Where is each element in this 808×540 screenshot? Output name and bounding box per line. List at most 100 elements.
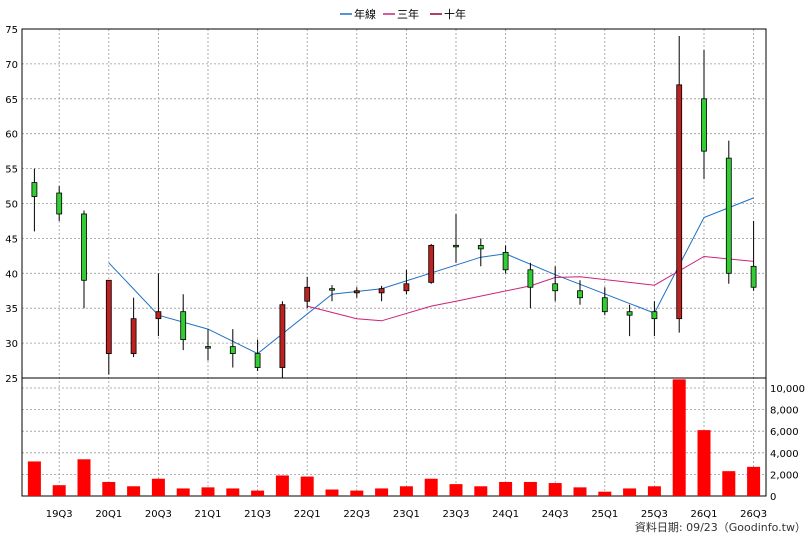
candle-body <box>552 283 559 292</box>
candle-body <box>105 279 112 354</box>
volume-bar <box>375 488 389 496</box>
candle-body <box>378 288 385 294</box>
volume-bar <box>523 481 537 496</box>
volume-bar <box>27 461 41 496</box>
volume-bar <box>350 490 364 496</box>
price-tick-label: 40 <box>5 269 18 280</box>
volume-bar <box>747 466 761 496</box>
volume-tick-label: 0 <box>770 492 776 503</box>
candle-body <box>329 288 335 291</box>
volume-bar <box>275 475 289 496</box>
candle-body <box>701 98 707 152</box>
x-tick-label: 22Q3 <box>343 509 370 520</box>
candle-body <box>626 311 633 316</box>
candle-body <box>229 346 236 354</box>
axes: 25 30 35 40 45 50 55 60 65 70 75 0 2,000 4,000 6,000 8,… <box>5 25 805 520</box>
volume-bar <box>77 459 91 496</box>
x-tick-label: 26Q3 <box>740 509 767 520</box>
x-tick-label: 25Q1 <box>591 509 618 520</box>
candle-body <box>81 213 87 281</box>
price-tick-label: 25 <box>5 374 18 385</box>
volume-bar <box>127 486 141 496</box>
volume-bar <box>573 487 587 496</box>
volume-panel-frame <box>21 377 767 497</box>
candle-body <box>304 286 311 302</box>
x-tick-label: 24Q1 <box>492 509 519 520</box>
candle-body <box>477 244 484 250</box>
price-tick-label: 65 <box>5 95 18 106</box>
legend-label: 十年 <box>444 7 466 21</box>
price-tick-label: 35 <box>5 304 18 315</box>
volume-tick-label: 2,000 <box>770 470 799 481</box>
candle-body <box>205 346 211 349</box>
candle-body <box>601 297 608 313</box>
volume-bar <box>176 488 190 496</box>
volume-bar <box>598 491 612 496</box>
volume-tick-label: 6,000 <box>770 427 799 438</box>
candle-body <box>279 304 286 368</box>
volume-bars <box>27 379 761 496</box>
x-tick-label: 23Q3 <box>443 509 470 520</box>
volume-bar <box>672 379 686 496</box>
price-tick-label: 70 <box>5 60 18 71</box>
chart-frames <box>21 28 767 497</box>
candle-body <box>651 311 658 320</box>
candle-body <box>353 290 360 294</box>
candle-body <box>180 311 187 341</box>
candle-body <box>155 311 162 320</box>
volume-bar <box>226 488 240 496</box>
volume-bar <box>697 430 711 496</box>
volume-bar <box>474 486 488 496</box>
volume-bar <box>251 490 265 496</box>
volume-bar <box>449 484 463 496</box>
candle-body <box>725 157 732 274</box>
candle-body <box>527 269 534 288</box>
candle-body <box>428 244 435 283</box>
volume-bar <box>399 486 413 496</box>
x-tick-label: 24Q3 <box>542 509 569 520</box>
volume-bar <box>722 471 736 496</box>
volume-tick-label: 4,000 <box>770 449 799 460</box>
legend-label: 年線 <box>354 7 376 21</box>
candle-body <box>130 318 137 354</box>
candle-body <box>502 251 509 271</box>
x-tick-label: 20Q1 <box>95 509 122 520</box>
volume-bar <box>151 478 165 496</box>
price-tick-label: 75 <box>5 25 18 36</box>
volume-bar <box>201 487 215 496</box>
x-tick-label: 19Q3 <box>46 509 73 520</box>
candles <box>31 35 757 378</box>
volume-bar <box>424 478 438 496</box>
volume-tick-label: 8,000 <box>770 406 799 417</box>
volume-bar <box>499 481 513 496</box>
price-tick-label: 60 <box>5 130 18 141</box>
volume-tick-label: 10,000 <box>770 384 805 395</box>
volume-bar <box>52 485 66 496</box>
volume-bar <box>647 486 661 496</box>
volume-bar <box>300 476 314 496</box>
x-tick-label: 21Q3 <box>244 509 271 520</box>
x-tick-label: 23Q1 <box>393 509 420 520</box>
candle-body <box>750 265 757 288</box>
legend: 年線 三年 十年 <box>340 7 466 21</box>
price-tick-label: 55 <box>5 165 18 176</box>
candle-body <box>403 283 410 292</box>
volume-bar <box>623 488 637 496</box>
x-tick-label: 21Q1 <box>195 509 222 520</box>
x-tick-label: 25Q3 <box>641 509 668 520</box>
x-tick-label: 22Q1 <box>294 509 321 520</box>
candle-body <box>676 84 683 320</box>
price-tick-label: 45 <box>5 234 18 245</box>
volume-bar <box>548 483 562 496</box>
candle-body <box>254 353 261 368</box>
price-tick-label: 30 <box>5 339 18 350</box>
x-tick-label: 20Q3 <box>145 509 172 520</box>
candle-body <box>577 290 583 299</box>
x-tick-label: 26Q1 <box>691 509 718 520</box>
volume-bar <box>102 481 116 496</box>
data-date-footer: 資料日期: 09/23（Goodinfo.tw） <box>635 520 806 534</box>
candle-body <box>56 192 63 215</box>
volume-bar <box>325 489 339 496</box>
candle-body <box>31 182 38 197</box>
